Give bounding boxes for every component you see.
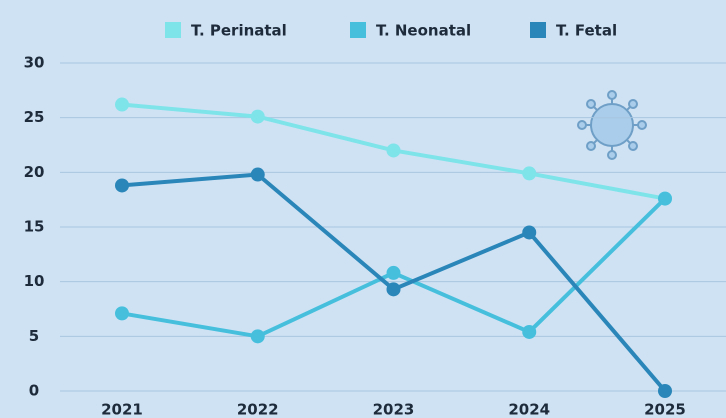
data-point xyxy=(250,329,265,344)
virus-icon xyxy=(577,90,647,160)
data-point xyxy=(115,178,129,193)
y-tick-label: 0 xyxy=(29,382,39,400)
x-tick-label: 2022 xyxy=(237,401,279,418)
data-point xyxy=(386,265,401,280)
legend-label: T. Fetal xyxy=(556,22,617,40)
legend-swatch xyxy=(165,22,181,38)
x-tick-label: 2025 xyxy=(644,401,686,418)
y-tick-label: 15 xyxy=(24,218,45,236)
legend-swatch xyxy=(350,22,366,38)
data-point xyxy=(250,167,265,182)
data-point xyxy=(522,225,537,240)
legend-swatch xyxy=(530,22,546,38)
data-point xyxy=(115,97,129,112)
data-point xyxy=(658,191,672,206)
legend-label: T. Perinatal xyxy=(191,22,287,40)
y-tick-label: 10 xyxy=(24,272,45,290)
data-point xyxy=(115,306,129,321)
y-tick-label: 20 xyxy=(24,163,45,181)
x-tick-label: 2021 xyxy=(101,401,143,418)
data-point xyxy=(250,109,265,124)
x-tick-label: 2023 xyxy=(373,401,415,418)
data-point xyxy=(386,282,401,297)
y-tick-label: 30 xyxy=(24,54,45,72)
data-point xyxy=(522,324,537,339)
y-tick-label: 25 xyxy=(24,108,45,126)
x-tick-label: 2024 xyxy=(508,401,550,418)
data-point xyxy=(658,384,672,398)
legend-label: T. Neonatal xyxy=(376,22,471,40)
data-point xyxy=(386,143,401,158)
y-tick-label: 5 xyxy=(29,327,39,345)
data-point xyxy=(522,166,537,181)
